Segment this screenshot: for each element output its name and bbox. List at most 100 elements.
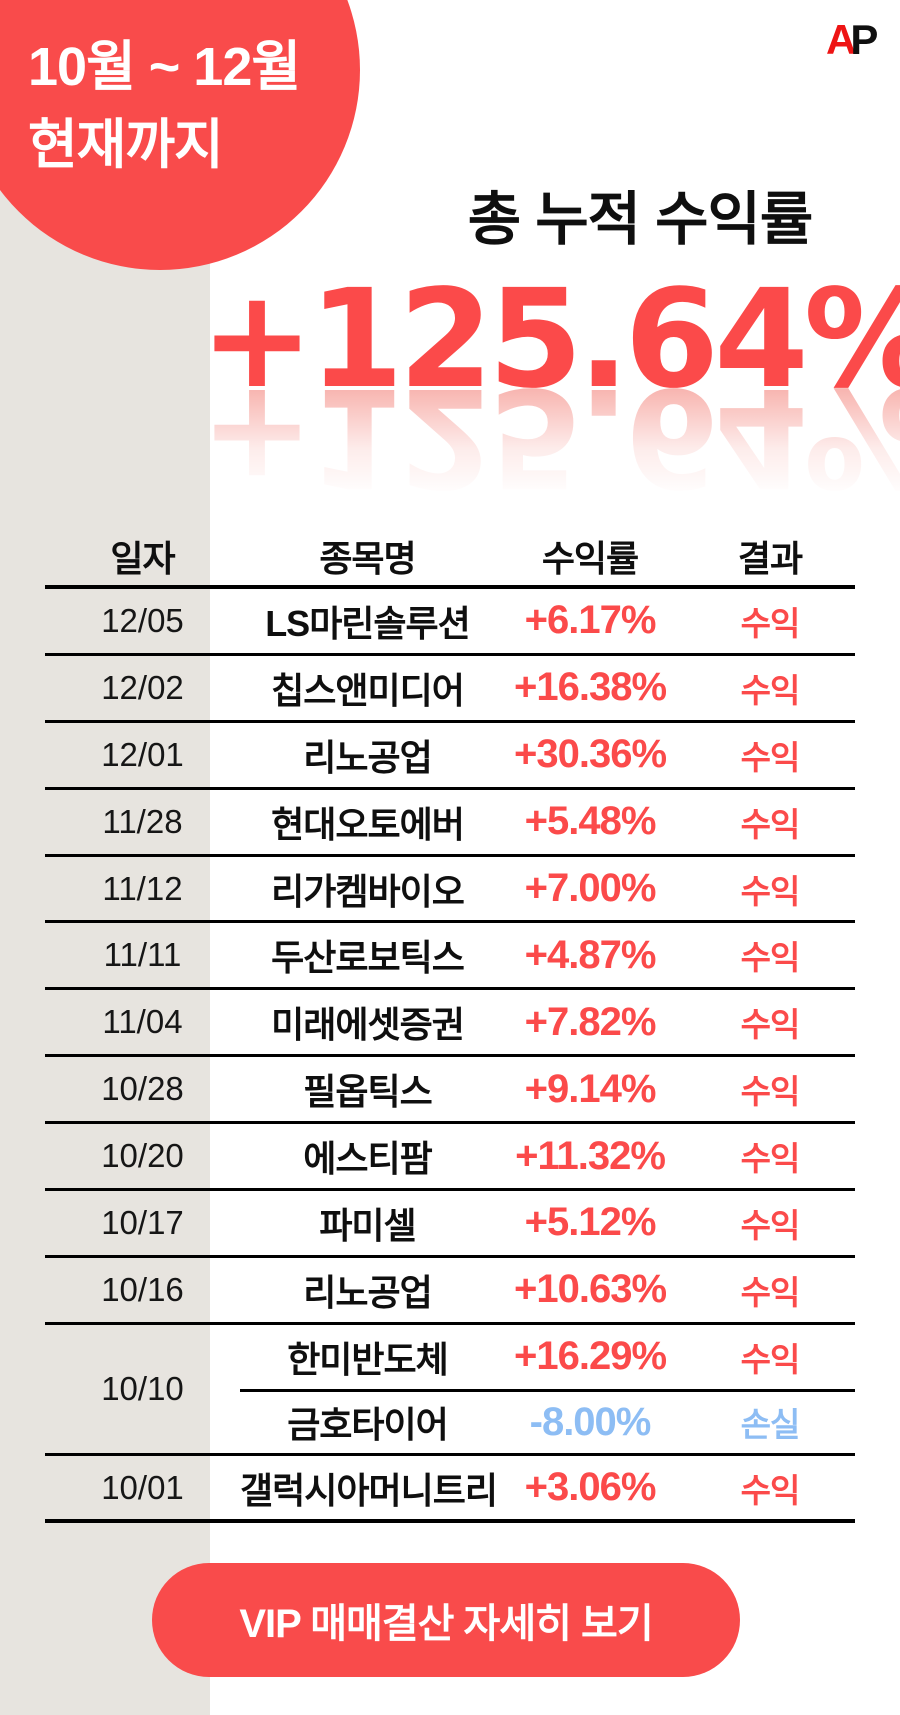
row-entries: 갤럭시아머니트리 +3.06% 수익 [240,1456,855,1520]
date-cell: 11/04 [102,1003,183,1041]
header-stock-name: 종목명 [319,537,416,579]
table-row: 칩스앤미디어 +16.38% 수익 [240,656,855,720]
row-entries: 에스티팜 +11.32% 수익 [240,1124,855,1188]
row-entries: 두산로보틱스 +4.87% 수익 [240,923,855,987]
date-cell: 10/01 [101,1468,184,1506]
result-cell: 수익 [740,1006,801,1044]
results-table-header: 일자 종목명 수익률 결과 [45,526,855,589]
stock-name-cell: 미래에셋증권 [271,1004,465,1046]
date-cell: 10/17 [101,1203,184,1241]
vip-detail-cta-button[interactable]: VIP 매매결산 자세히 보기 [152,1563,740,1677]
stock-name-cell: 현대오토에버 [271,803,465,845]
stock-name-cell: 두산로보틱스 [271,937,465,979]
table-row-group: 12/05 LS마린솔루션 +6.17% 수익 [45,589,855,656]
result-cell: 수익 [740,1206,801,1244]
date-cell: 10/28 [101,1070,184,1108]
row-entries: 리노공업 +10.63% 수익 [240,1258,855,1322]
return-rate-cell: +5.48% [524,799,657,844]
row-entries: 칩스앤미디어 +16.38% 수익 [240,656,855,720]
date-cell: 10/16 [101,1270,184,1308]
table-row-group: 10/16 리노공업 +10.63% 수익 [45,1258,855,1325]
date-cell: 11/28 [102,802,183,840]
table-row: 현대오토에버 +5.48% 수익 [240,790,855,854]
table-row: 미래에셋증권 +7.82% 수익 [240,990,855,1054]
result-cell: 수익 [740,1340,801,1378]
row-entries: LS마린솔루션 +6.17% 수익 [240,589,855,653]
date-cell: 10/20 [101,1137,184,1175]
table-row: 한미반도체 +16.29% 수익 [240,1325,855,1389]
stock-name-cell: 한미반도체 [287,1338,449,1380]
row-entries: 리노공업 +30.36% 수익 [240,723,855,787]
result-cell: 수익 [740,1273,801,1311]
table-row: 갤럭시아머니트리 +3.06% 수익 [240,1456,855,1520]
result-cell: 손실 [740,1406,801,1444]
table-row-group: 11/11 두산로보틱스 +4.87% 수익 [45,923,855,991]
date-cell: 12/01 [101,735,184,773]
result-cell: 수익 [740,872,801,910]
header-date: 일자 [110,537,175,579]
ap-logo-letter-a: A [826,16,856,63]
date-cell: 12/05 [101,601,184,639]
table-row-group: 11/28 현대오토에버 +5.48% 수익 [45,790,855,857]
date-cell: 12/02 [101,668,184,706]
return-rate-cell: +4.87% [524,932,657,977]
row-entries: 파미셀 +5.12% 수익 [240,1191,855,1255]
table-row-group: 12/02 칩스앤미디어 +16.38% 수익 [45,656,855,723]
stock-name-cell: 리가켐바이오 [271,870,465,912]
table-row: 리가켐바이오 +7.00% 수익 [240,857,855,921]
table-row-group: 10/20 에스티팜 +11.32% 수익 [45,1124,855,1192]
return-rate-cell: +10.63% [513,1267,667,1312]
reflection-fade-overlay [212,388,900,523]
stock-name-cell: 필옵틱스 [303,1071,432,1113]
result-cell: 수익 [740,604,801,642]
table-row-group: 10/01 갤럭시아머니트리 +3.06% 수익 [45,1456,855,1524]
table-row-group: 10/28 필옵틱스 +9.14% 수익 [45,1057,855,1125]
table-row: 필옵틱스 +9.14% 수익 [240,1057,855,1121]
return-rate-cell: +11.32% [515,1133,666,1178]
row-entries: 현대오토에버 +5.48% 수익 [240,790,855,854]
stock-name-cell: 칩스앤미디어 [271,669,465,711]
result-cell: 수익 [740,738,801,776]
stock-name-cell: 갤럭시아머니트리 [240,1469,498,1511]
ap-logo: AP [826,16,878,64]
table-row-group: 11/04 미래에셋증권 +7.82% 수익 [45,990,855,1058]
stock-name-cell: 리노공업 [303,736,432,778]
return-rate-cell: +5.12% [524,1200,657,1245]
table-row-group: 11/12 리가켐바이오 +7.00% 수익 [45,857,855,924]
result-cell: 수익 [740,1140,801,1178]
stock-name-cell: 파미셀 [319,1204,416,1246]
result-cell: 수익 [740,805,801,843]
return-rate-cell: +6.17% [524,598,657,643]
table-row-group: 10/17 파미셀 +5.12% 수익 [45,1191,855,1258]
return-rate-cell: +3.06% [524,1465,657,1510]
results-table-body: 12/05 LS마린솔루션 +6.17% 수익 12/02 칩스앤미디어 +16.38% 수익… [45,589,855,1524]
table-row: LS마린솔루션 +6.17% 수익 [240,589,855,653]
date-cell: 11/11 [103,936,182,974]
date-cell: 11/12 [102,869,183,907]
return-rate-cell: -8.00% [529,1399,652,1444]
stock-name-cell: 리노공업 [303,1271,432,1313]
date-cell: 10/10 [101,1369,184,1407]
result-cell: 수익 [740,1073,801,1111]
table-row: 두산로보틱스 +4.87% 수익 [240,923,855,987]
return-rate-cell: +30.36% [513,732,667,777]
summary-title: 총 누적 수익률 [467,187,813,252]
ap-logo-letter-p: P [850,16,878,63]
period-line2: 현재까지 [28,115,224,176]
period-line1: 10월 ~ 12월 [28,37,301,97]
total-return-value: +125.64% [200,261,900,419]
row-entries: 필옵틱스 +9.14% 수익 [240,1057,855,1121]
period-badge-text: 10월 ~ 12월 현재까지 [28,28,301,185]
results-table: 일자 종목명 수익률 결과 12/05 LS마린솔루션 +6.17% 수익 12/02 칩… [45,526,855,1524]
return-rate-cell: +16.29% [513,1334,667,1379]
period-badge: 10월 ~ 12월 현재까지 [0,0,360,270]
table-row: 리노공업 +10.63% 수익 [240,1258,855,1322]
left-column-background [0,0,210,1715]
header-result: 결과 [737,537,803,579]
return-rate-cell: +7.82% [524,999,657,1044]
return-rate-cell: +16.38% [513,665,667,710]
result-cell: 수익 [740,1471,801,1509]
stock-name-cell: 금호타이어 [287,1404,449,1446]
